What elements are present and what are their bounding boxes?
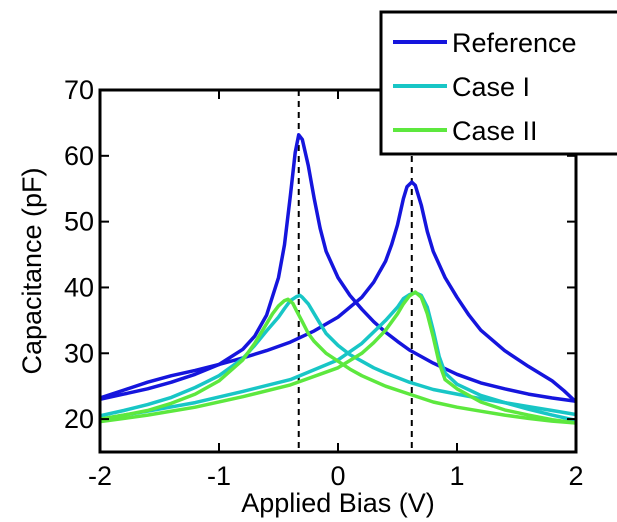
series-line-case-ii-sweep-2 [100,290,576,425]
x-axis-label: Applied Bias (V) [241,488,435,518]
y-tick-label: 70 [64,75,94,105]
legend: Reference Case I Case II [379,10,617,156]
x-tick-label: 0 [330,461,345,491]
legend-label-case-i: Case I [452,72,530,102]
y-tick-label: 30 [64,338,94,368]
x-tick-label: 1 [449,461,464,491]
legend-label-reference: Reference [452,28,577,58]
y-tick-label: 60 [64,141,94,171]
x-tick-label: 2 [568,461,583,491]
series-line-reference-sweep-2 [100,180,576,404]
x-tick-label: -1 [207,461,231,491]
legend-label-case-ii: Case II [452,116,538,146]
series-line-reference-sweep-1 [100,133,576,404]
y-tick-label: 20 [64,404,94,434]
y-tick-label: 50 [64,207,94,237]
x-tick-label: -2 [88,461,112,491]
legend-box [379,10,617,156]
y-tick-label: 40 [64,272,94,302]
y-axis-label: Capacitance (pF) [17,167,47,374]
series-line-case-ii-sweep-1 [100,297,576,425]
series-line-case-i-sweep-1 [100,293,576,418]
